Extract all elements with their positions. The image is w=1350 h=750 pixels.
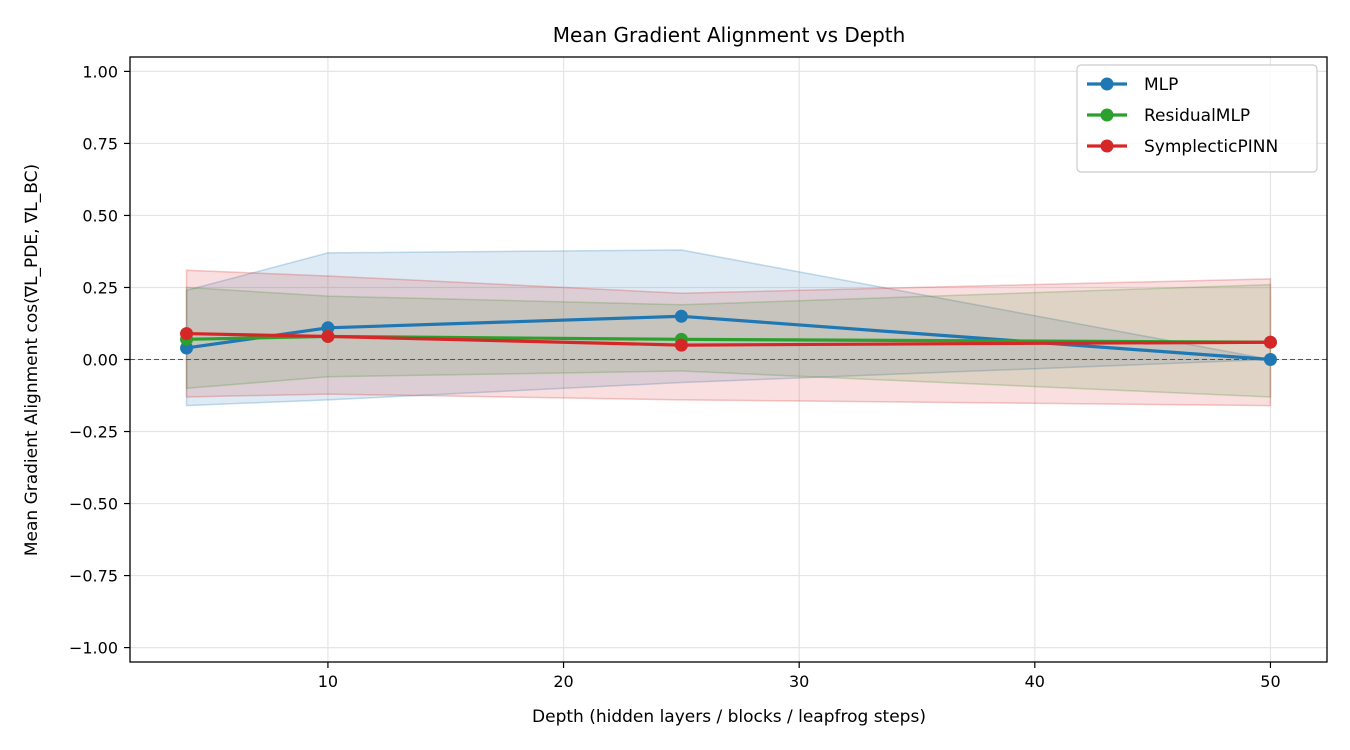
series-symplecticpinn <box>180 327 1277 352</box>
legend-label: ResidualMLP <box>1144 106 1250 126</box>
line-symplecticpinn <box>186 331 1271 347</box>
y-tick-label: 1.00 <box>82 62 118 81</box>
y-tick-label: −0.25 <box>69 423 118 442</box>
band-symplecticpinn <box>185 269 1272 407</box>
x-tick-label: 20 <box>553 672 573 691</box>
x-tick-label: 50 <box>1260 672 1280 691</box>
legend: MLP ResidualMLP SymplecticPINN <box>1076 64 1318 173</box>
y-axis-label: Mean Gradient Alignment cos(∇L_PDE, ∇L_B… <box>22 164 42 556</box>
x-tick-label: 40 <box>1025 672 1045 691</box>
y-tick-label: −0.75 <box>69 567 118 586</box>
line-residualmlp <box>186 334 1271 344</box>
legend-marker <box>1100 139 1114 153</box>
series-lines <box>180 309 1277 366</box>
x-axis-label: Depth (hidden layers / blocks / leapfrog… <box>532 707 926 727</box>
point-symplecticpinn <box>321 329 335 343</box>
legend-item-symplecticpinn: SymplecticPINN <box>1087 137 1278 157</box>
y-tick-label: 0.50 <box>82 206 118 225</box>
y-tick-label: 0.25 <box>82 278 118 297</box>
point-symplecticpinn <box>1263 335 1277 349</box>
legend-marker <box>1100 108 1114 122</box>
x-tick-label: 30 <box>789 672 809 691</box>
y-tick-label: 0.00 <box>82 351 118 370</box>
legend-item-mlp: MLP <box>1087 75 1178 95</box>
point-mlp <box>674 309 688 323</box>
legend-marker <box>1100 77 1114 91</box>
point-symplecticpinn <box>674 338 688 352</box>
y-tick-label: −1.00 <box>69 639 118 658</box>
grid <box>130 57 1327 662</box>
y-axis-ticks: −1.00 −0.75 −0.50 −0.25 0.00 0.25 0.50 0.75 1.00 <box>69 62 130 658</box>
legend-label: MLP <box>1144 75 1178 95</box>
legend-label: SymplecticPINN <box>1144 137 1278 157</box>
point-mlp <box>1263 353 1277 366</box>
y-tick-label: −0.50 <box>69 495 118 514</box>
legend-box <box>1076 64 1318 173</box>
legend-item-residualmlp: ResidualMLP <box>1087 106 1250 126</box>
chart-title: Mean Gradient Alignment vs Depth <box>553 23 906 47</box>
x-axis-ticks: 10 20 30 40 50 <box>318 662 1281 691</box>
point-symplecticpinn <box>180 327 194 341</box>
band-mlp <box>185 249 1271 407</box>
y-tick-label: 0.75 <box>82 134 118 153</box>
x-tick-label: 10 <box>318 672 338 691</box>
